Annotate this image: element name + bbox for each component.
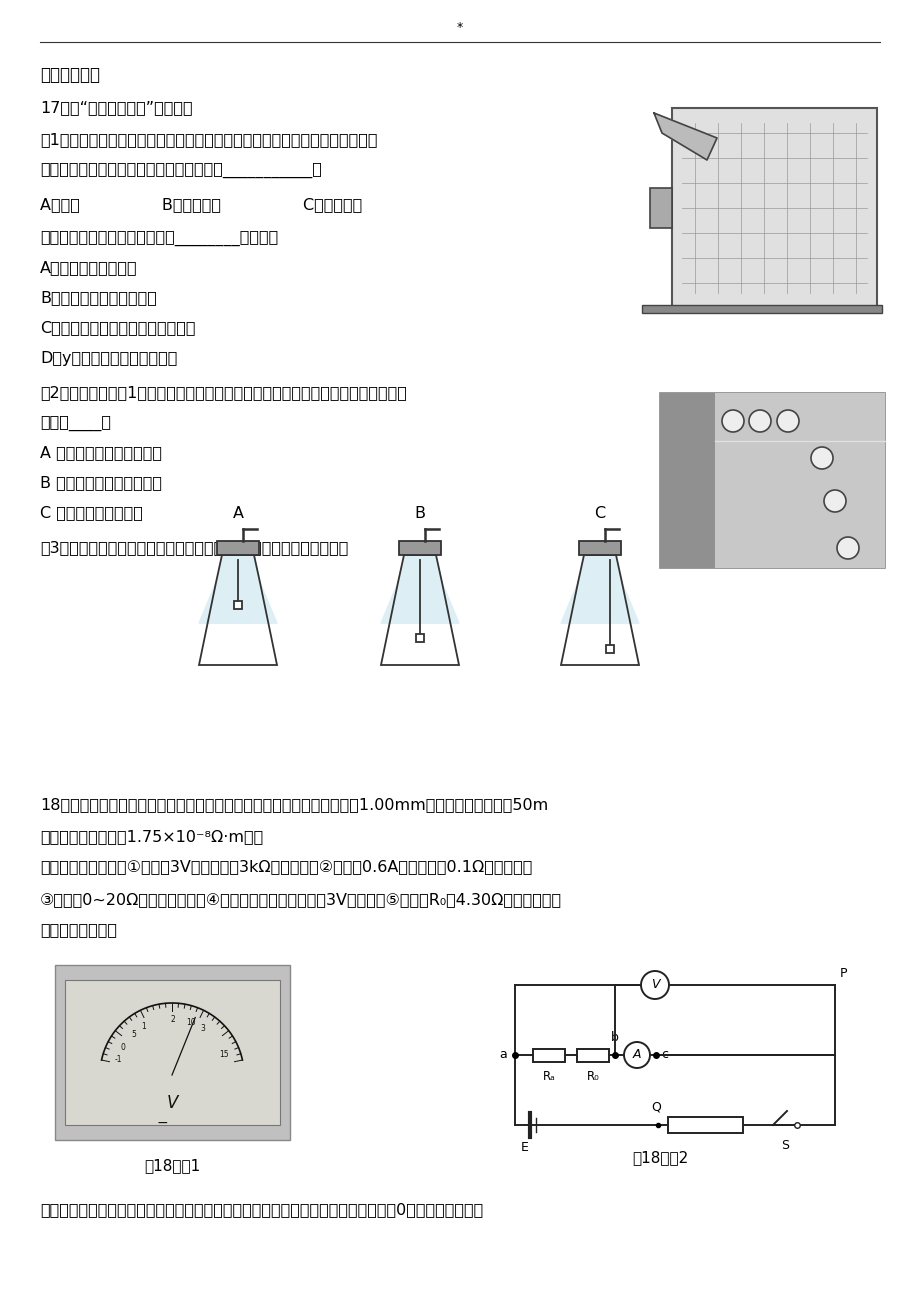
Text: C: C (594, 505, 605, 521)
Text: b: b (610, 1031, 618, 1044)
Text: D．y轴的方向根据重锤线确定: D．y轴的方向根据重锤线确定 (40, 350, 177, 366)
Text: 现有如下实验器材：①量程为3V，内阻约为3kΩ的电压表；②量程为0.6A，内阻约为0.1Ω的电流表；: 现有如下实验器材：①量程为3V，内阻约为3kΩ的电压表；②量程为0.6A，内阻约… (40, 859, 532, 875)
Text: A: A (233, 505, 244, 521)
Circle shape (623, 1042, 650, 1068)
Bar (606, 644, 613, 652)
Bar (55, 965, 289, 1141)
Bar (65, 980, 279, 1125)
Text: *: * (457, 22, 462, 34)
Polygon shape (561, 555, 639, 665)
Text: 15: 15 (219, 1049, 229, 1059)
Bar (217, 542, 259, 555)
Text: Q: Q (651, 1100, 660, 1113)
Text: 三、非选择题: 三、非选择题 (40, 66, 100, 85)
Text: B: B (414, 505, 425, 521)
Polygon shape (199, 555, 277, 624)
Text: 在此实验中，下列说法正确的是________（多选）: 在此实验中，下列说法正确的是________（多选） (40, 230, 278, 246)
Text: A．球心                B．球的上端                C．球的下端: A．球心 B．球的上端 C．球的下端 (40, 198, 362, 212)
Polygon shape (380, 555, 459, 665)
Text: S: S (780, 1139, 789, 1152)
Polygon shape (653, 113, 716, 160)
Bar (233, 600, 242, 608)
Text: V: V (166, 1094, 177, 1112)
Bar (532, 1048, 564, 1061)
Text: 10: 10 (187, 1018, 196, 1027)
Circle shape (641, 971, 668, 999)
Bar (671, 108, 876, 309)
Text: （3）如图是利用稳定的细水柱显示平抛运动轨迹的装置，其中正确的是: （3）如图是利用稳定的细水柱显示平抛运动轨迹的装置，其中正确的是 (40, 540, 348, 556)
Bar (659, 393, 714, 568)
Text: 0: 0 (120, 1043, 125, 1052)
Text: c: c (661, 1048, 668, 1061)
Text: C．用光滑曲线把所有的点连接起来: C．用光滑曲线把所有的点连接起来 (40, 320, 196, 336)
Polygon shape (199, 555, 277, 665)
Bar (667, 1117, 743, 1133)
Circle shape (836, 536, 858, 559)
Bar (659, 393, 884, 568)
Text: 第18题图2: 第18题图2 (631, 1150, 687, 1165)
Circle shape (811, 447, 832, 469)
Bar (576, 1048, 608, 1061)
Text: （2）如图是利用图1装置拍摄小球做平抛运动的频闪照片，由照片可判断实验操作错: （2）如图是利用图1装置拍摄小球做平抛运动的频闪照片，由照片可判断实验操作错 (40, 385, 406, 401)
Text: 小明采用伏安法测量电线电阻，正确连接电路后，调节滑动变阻器，电流表的示数从0开始增加，当示数: 小明采用伏安法测量电线电阻，正确连接电路后，调节滑动变阻器，电流表的示数从0开始… (40, 1203, 482, 1217)
Bar (578, 542, 620, 555)
Text: 17．在“研究平抛运动”实验中，: 17．在“研究平抛运动”实验中， (40, 100, 192, 116)
Text: B．记录的点应适当多一些: B．记录的点应适当多一些 (40, 290, 157, 306)
Text: E: E (520, 1141, 528, 1154)
Text: C 斜槽末端切线不水平: C 斜槽末端切线不水平 (40, 505, 142, 521)
Bar (650, 187, 671, 228)
Text: ③阻値为0~20Ω的滑动变阻器；④内阻可忽略，输出电压为3V的电源；⑤阻値为R₀＝4.30Ω的定値电阻，: ③阻値为0~20Ω的滑动变阻器；④内阻可忽略，输出电压为3V的电源；⑤阻値为R₀… (40, 892, 562, 907)
Text: B 释放小球的初始位置不同: B 释放小球的初始位置不同 (40, 475, 162, 491)
Bar (714, 393, 884, 568)
Circle shape (777, 410, 798, 432)
Text: 3: 3 (199, 1023, 205, 1032)
Bar (415, 634, 424, 642)
Text: 1: 1 (142, 1022, 146, 1031)
Text: Rₐ: Rₐ (542, 1070, 555, 1083)
Text: 第18题图1: 第18题图1 (143, 1157, 200, 1173)
Text: 2: 2 (170, 1014, 176, 1023)
Text: 开关和导线若干。: 开关和导线若干。 (40, 923, 117, 937)
Text: −: − (156, 1116, 167, 1130)
Text: 方法，坐标原点应选小球在斜槽末端点时的___________。: 方法，坐标原点应选小球在斜槽末端点时的___________。 (40, 163, 322, 177)
Polygon shape (561, 555, 639, 624)
Text: V: V (650, 979, 659, 992)
Circle shape (823, 490, 845, 512)
Polygon shape (380, 555, 459, 624)
Bar (399, 542, 440, 555)
Circle shape (748, 410, 770, 432)
Text: 误的是____。: 误的是____。 (40, 415, 111, 431)
Bar (641, 305, 881, 312)
Text: R₀: R₀ (586, 1070, 598, 1083)
Text: A．斜槽轨道必须光滑: A．斜槽轨道必须光滑 (40, 260, 138, 276)
Text: （1）图是横档条卡住平抛小球，用铅笔标注小球最高点，确定平抛运动轨迹的: （1）图是横档条卡住平抛小球，用铅笔标注小球最高点，确定平抛运动轨迹的 (40, 133, 377, 147)
Text: -1: -1 (114, 1055, 122, 1064)
Text: P: P (839, 967, 846, 980)
Circle shape (721, 410, 743, 432)
Text: （已知铜的电阻率为1.75×10⁻⁸Ω·m）。: （已知铜的电阻率为1.75×10⁻⁸Ω·m）。 (40, 829, 263, 845)
Text: 5: 5 (131, 1030, 136, 1039)
Text: a: a (499, 1048, 506, 1061)
Text: A 释放小球时初速度不为零: A 释放小球时初速度不为零 (40, 445, 162, 461)
Text: A: A (632, 1048, 641, 1061)
Text: 18．小明用电学方法测量电线的长度。首先，小明测得电线铜芯的直径为1.00mm，估计其长度不超过50m: 18．小明用电学方法测量电线的长度。首先，小明测得电线铜芯的直径为1.00mm，… (40, 798, 548, 812)
